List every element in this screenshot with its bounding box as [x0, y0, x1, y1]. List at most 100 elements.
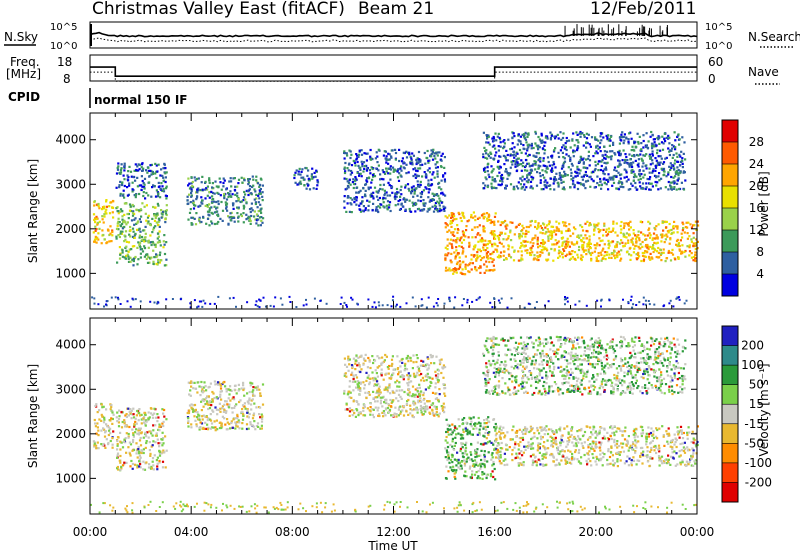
- scatter-cell: [440, 188, 443, 191]
- scatter-cell: [349, 173, 352, 176]
- scatter-cell: [648, 155, 651, 158]
- ground-scatter-cell: [262, 296, 265, 299]
- scatter-cell: [216, 206, 219, 209]
- scatter-cell: [399, 167, 402, 170]
- scatter-cell: [543, 246, 546, 249]
- scatter-cell: [208, 191, 211, 194]
- scatter-cell: [614, 231, 617, 234]
- scatter-cell: [141, 179, 144, 183]
- scatter-cell: [200, 409, 203, 412]
- scatter-cell: [190, 406, 193, 409]
- scatter-cell: [553, 176, 556, 179]
- scatter-cell: [608, 253, 611, 256]
- ground-scatter-cell: [535, 301, 538, 303]
- scatter-cell: [124, 246, 127, 249]
- scatter-cell: [148, 441, 151, 444]
- scatter-cell: [412, 174, 415, 178]
- scatter-cell: [541, 239, 544, 242]
- scatter-cell: [162, 420, 165, 423]
- scatter-cell: [547, 184, 551, 187]
- scatter-cell: [224, 385, 227, 388]
- scatter-cell: [585, 237, 588, 240]
- scatter-cell: [485, 265, 488, 268]
- scatter-cell: [357, 153, 361, 156]
- scatter-cell: [399, 198, 402, 202]
- scatter-cell: [596, 182, 599, 185]
- scatter-cell: [118, 246, 121, 249]
- scatter-cell: [95, 444, 98, 447]
- scatter-cell: [124, 221, 127, 224]
- scatter-cell: [227, 397, 230, 400]
- ground-scatter-cell: [299, 502, 302, 505]
- scatter-cell: [485, 141, 488, 144]
- scatter-cell: [625, 232, 628, 235]
- scatter-cell: [162, 190, 166, 193]
- scatter-cell: [537, 226, 540, 229]
- ground-scatter-cell: [604, 507, 607, 510]
- scatter-cell: [234, 421, 237, 424]
- scatter-cell: [487, 250, 490, 254]
- scatter-cell: [692, 259, 695, 262]
- scatter-cell: [103, 416, 106, 419]
- scatter-cell: [153, 243, 156, 246]
- scatter-cell: [564, 146, 567, 149]
- scatter-cell: [625, 222, 628, 225]
- scatter-cell: [260, 420, 264, 423]
- scatter-cell: [116, 261, 119, 264]
- scatter-cell: [228, 403, 231, 406]
- scatter-cell: [122, 221, 125, 224]
- scatter-cell: [656, 241, 659, 244]
- scatter-cell: [655, 184, 658, 187]
- scatter-cell: [378, 414, 381, 418]
- scatter-cell: [633, 247, 636, 250]
- scatter-cell: [157, 428, 160, 431]
- scatter-cell: [362, 161, 366, 164]
- scatter-cell: [225, 205, 228, 208]
- scatter-cell: [121, 210, 124, 213]
- scatter-cell: [251, 382, 254, 385]
- scatter-cell: [115, 237, 118, 240]
- ground-scatter-cell: [179, 504, 181, 507]
- ground-scatter-cell: [180, 505, 183, 508]
- scatter-cell: [636, 132, 639, 135]
- ground-scatter-cell: [245, 510, 248, 513]
- scatter-cell: [109, 408, 112, 411]
- ground-scatter-cell: [305, 510, 307, 513]
- scatter-cell: [608, 144, 611, 147]
- scatter-cell: [163, 234, 166, 237]
- scatter-cell: [415, 169, 418, 172]
- scatter-cell: [119, 224, 122, 227]
- scatter-cell: [565, 136, 568, 140]
- scatter-cell: [599, 141, 602, 145]
- scatter-cell: [206, 194, 209, 197]
- scatter-cell: [107, 443, 110, 446]
- scatter-cell: [362, 209, 365, 212]
- scatter-cell: [230, 389, 233, 392]
- scatter-cell: [587, 250, 590, 253]
- scatter-cell: [518, 235, 521, 238]
- scatter-cell: [132, 435, 135, 438]
- scatter-cell: [662, 248, 665, 251]
- scatter-cell: [229, 389, 232, 392]
- scatter-cell: [682, 188, 686, 191]
- scatter-cell: [540, 227, 543, 230]
- scatter-cell: [362, 170, 365, 173]
- scatter-cell: [143, 183, 146, 186]
- scatter-cell: [189, 186, 193, 189]
- scatter-cell: [145, 440, 148, 443]
- scatter-cell: [646, 251, 649, 254]
- scatter-cell: [128, 165, 131, 168]
- scatter-cell: [121, 251, 124, 254]
- scatter-cell: [163, 243, 166, 246]
- scatter-cell: [577, 168, 580, 171]
- scatter-cell: [505, 238, 508, 241]
- scatter-cell: [245, 201, 248, 204]
- scatter-cell: [664, 260, 667, 263]
- scatter-cell: [516, 157, 519, 160]
- ground-scatter-cell: [608, 299, 611, 302]
- scatter-cell: [230, 211, 233, 214]
- scatter-cell: [104, 446, 107, 449]
- scatter-cell: [250, 207, 253, 210]
- scatter-cell: [523, 169, 527, 172]
- scatter-cell: [125, 240, 128, 243]
